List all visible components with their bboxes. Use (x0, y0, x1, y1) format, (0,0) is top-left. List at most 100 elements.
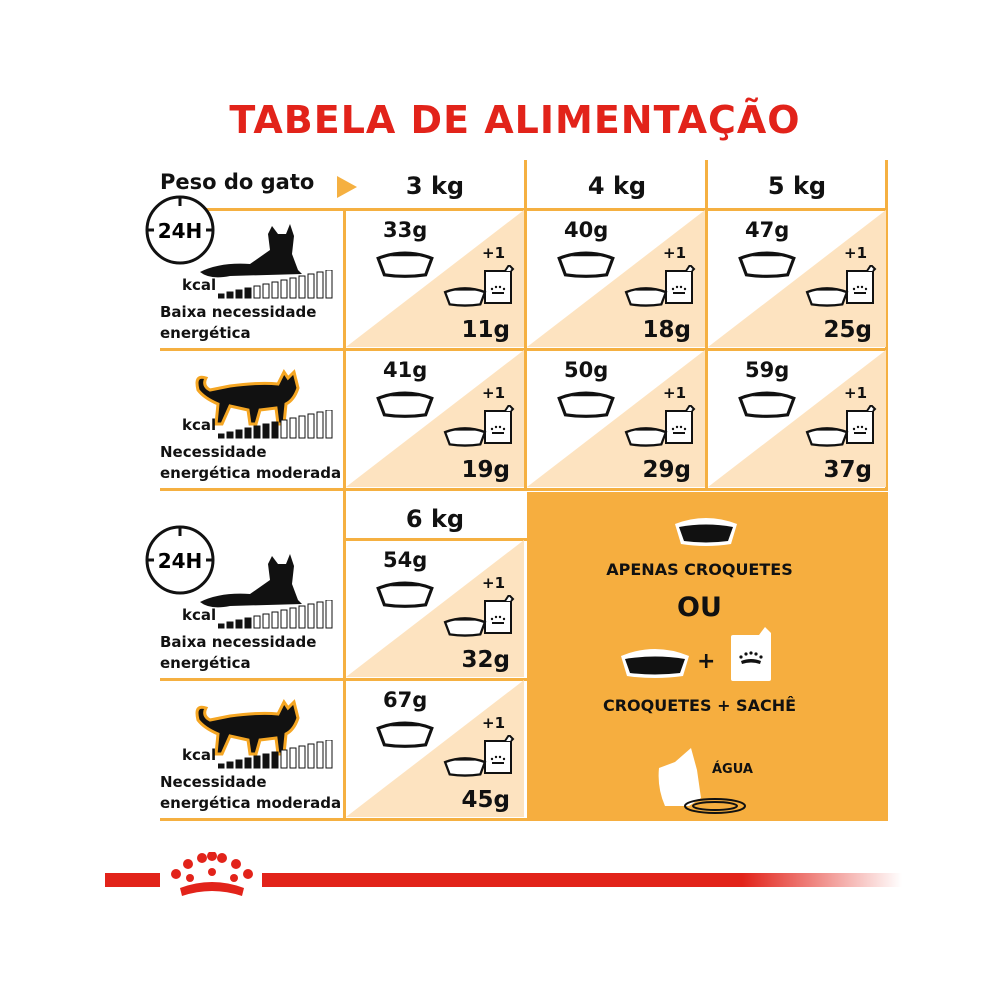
pouch-icon (484, 733, 515, 774)
bowl-icon (738, 251, 796, 278)
dry-with-pouch-grams: 25g (823, 317, 872, 343)
feeding-cell: 59g +1 37g (708, 350, 886, 487)
pouch-icon (484, 403, 515, 444)
feeding-cell: 54g +1 32g (346, 540, 524, 677)
feeding-cell: 41g +1 19g (346, 350, 524, 487)
bowl-icon (805, 427, 849, 447)
weight-header-4kg: 4 kg (587, 172, 647, 200)
pouch-icon (846, 263, 877, 304)
bowl-icon (624, 427, 668, 447)
dry-only-grams: 59g (745, 358, 790, 382)
pouch-portion-background (346, 350, 524, 487)
dry-with-pouch-grams: 11g (461, 317, 510, 343)
dry-with-pouch-grams: 45g (461, 787, 510, 813)
pouch-count: +1 (844, 244, 868, 262)
dry-with-pouch-grams: 29g (642, 457, 691, 483)
svg-text:24H: 24H (158, 219, 203, 243)
energy-need-label: Necessidade energética moderada (160, 773, 342, 812)
water-label: ÁGUA (712, 762, 753, 777)
energy-level-bars (218, 600, 333, 629)
pouch-portion-background (346, 540, 524, 677)
pouch-count: +1 (663, 244, 687, 262)
pouch-portion-background (527, 210, 705, 347)
legend-panel: APENAS CROQUETES OU + CROQUETES + SACHÊ … (527, 492, 888, 821)
energy-level-bars (218, 270, 333, 299)
pouch-icon (665, 263, 696, 304)
arrow-right-icon (337, 176, 357, 198)
grid-line (345, 538, 527, 541)
pouch-count: +1 (482, 574, 506, 592)
bowl-icon (675, 518, 737, 546)
dry-only-label: APENAS CROQUETES (606, 560, 793, 579)
grid-line (524, 160, 527, 490)
bowl-icon (557, 251, 615, 278)
bowl-icon (376, 251, 434, 278)
walking-cat-icon (195, 699, 300, 756)
plus-label: + (697, 649, 716, 674)
lying-cat-icon (200, 554, 302, 608)
energy-need-label: Baixa necessidade energética (160, 633, 317, 672)
pouch-icon (484, 593, 515, 634)
feeding-cell: 67g +1 45g (346, 680, 524, 817)
pouch-portion-background (708, 350, 886, 487)
energy-need-label: Baixa necessidade energética (160, 303, 317, 342)
dry-and-pouch-label: CROQUETES + SACHÊ (602, 696, 797, 715)
kcal-label: kcal (182, 416, 217, 434)
dry-only-grams: 41g (383, 358, 428, 382)
grid-line (343, 208, 346, 820)
bowl-icon (624, 287, 668, 307)
bowl-icon (443, 287, 487, 307)
bowl-icon (621, 649, 689, 678)
cat-drinking-water-icon (658, 748, 746, 814)
dry-with-pouch-grams: 37g (823, 457, 872, 483)
brand-line (262, 873, 902, 887)
dry-with-pouch-grams: 19g (461, 457, 510, 483)
energy-level-bars (218, 740, 333, 769)
weight-header-6kg: 6 kg (405, 505, 465, 533)
pouch-portion-background (527, 350, 705, 487)
energy-level-bars (218, 410, 333, 439)
pouch-count: +1 (482, 384, 506, 402)
grid-line (200, 208, 888, 211)
page-title: TABELA DE ALIMENTAÇÃO (229, 98, 801, 142)
dry-only-grams: 50g (564, 358, 609, 382)
bowl-icon (738, 391, 796, 418)
24h-clock-icon: 24H (145, 195, 215, 265)
24h-clock-icon: 24H (145, 525, 215, 595)
pouch-portion-background (708, 210, 886, 347)
pouch-count: +1 (482, 714, 506, 732)
or-label: OU (677, 592, 722, 623)
bowl-icon (376, 721, 434, 748)
dry-only-grams: 67g (383, 688, 428, 712)
bowl-icon (557, 391, 615, 418)
royal-canin-crown-logo (171, 852, 253, 896)
pouch-portion-background (346, 210, 524, 347)
lying-cat-icon (200, 224, 302, 278)
brand-line (105, 873, 160, 887)
pouch-icon (846, 403, 877, 444)
bowl-icon (376, 581, 434, 608)
bowl-icon (443, 757, 487, 777)
bowl-icon (443, 617, 487, 637)
dry-with-pouch-grams: 32g (461, 647, 510, 673)
feeding-cell: 33g +1 11g (346, 210, 524, 347)
bowl-icon (443, 427, 487, 447)
kcal-label: kcal (182, 746, 217, 764)
pouch-icon (484, 263, 515, 304)
pouch-count: +1 (482, 244, 506, 262)
energy-need-label: Necessidade energética moderada (160, 443, 342, 482)
weight-header-3kg: 3 kg (405, 172, 465, 200)
dry-with-pouch-grams: 18g (642, 317, 691, 343)
pouch-icon (731, 627, 771, 681)
bowl-icon (805, 287, 849, 307)
dry-only-grams: 54g (383, 548, 428, 572)
feeding-cell: 40g +1 18g (527, 210, 705, 347)
svg-text:24H: 24H (158, 549, 203, 573)
pouch-icon (665, 403, 696, 444)
pouch-portion-background (346, 680, 524, 817)
cat-weight-label: Peso do gato (160, 170, 315, 194)
walking-cat-icon (195, 369, 300, 426)
kcal-label: kcal (182, 606, 217, 624)
bowl-icon (376, 391, 434, 418)
weight-header-5kg: 5 kg (767, 172, 827, 200)
